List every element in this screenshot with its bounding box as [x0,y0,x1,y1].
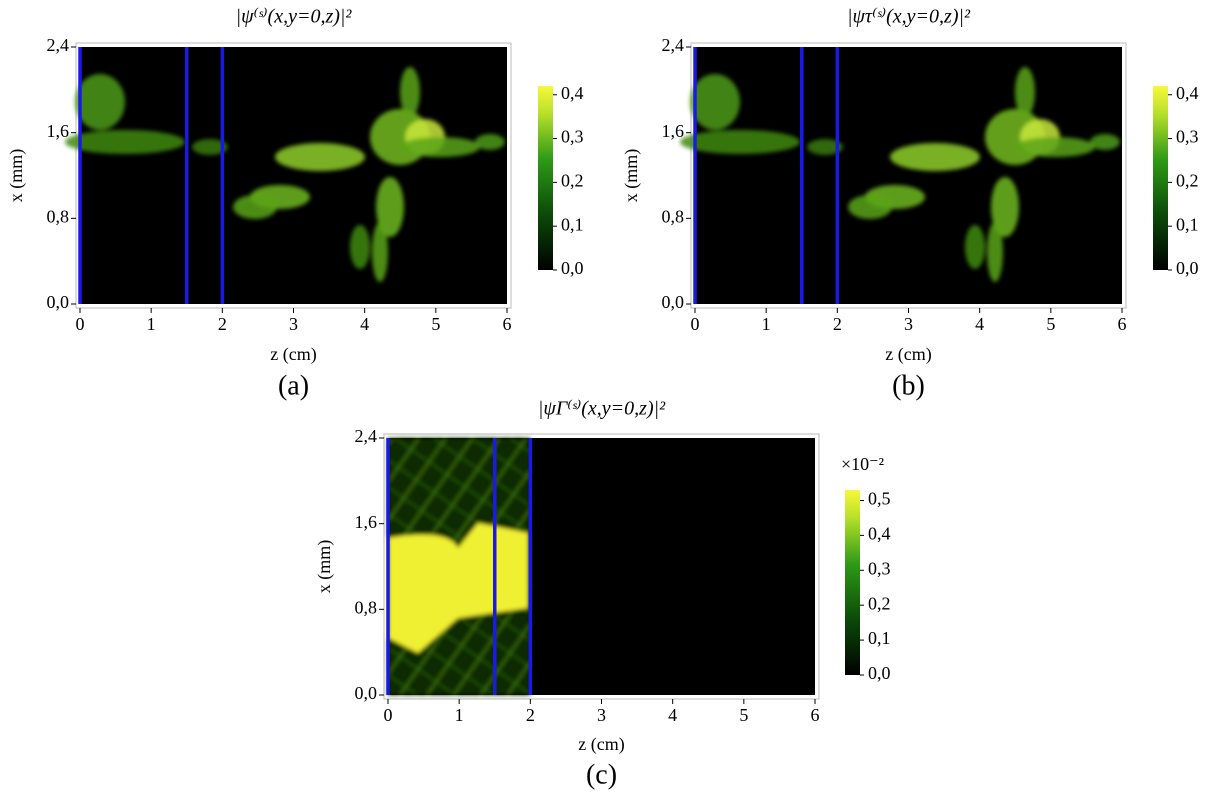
image-blob [1090,134,1120,150]
image-blob [233,195,277,219]
y-tick-label: 0,8 [662,206,685,226]
x-tick-label: 4 [360,314,369,334]
image-blob [690,74,740,130]
x-tick-label: 0 [76,314,85,334]
x-tick-label: 1 [455,705,464,725]
colorbar-tick-label: 0,5 [868,489,891,509]
y-tick-label: 2,4 [662,35,685,55]
colorbar-tick-label: 0,1 [561,214,584,234]
chart-title: |ψτ⁽ˢ⁾(x,y=0,z)|² [847,6,971,28]
colorbar-tick-label: 0,4 [868,524,891,544]
y-tick-label: 0,0 [47,292,70,312]
x-tick-label: 2 [833,314,842,334]
image-blob [807,139,843,155]
x-tick-label: 5 [431,314,440,334]
y-axis-label: x (mm) [621,149,642,203]
colorbar-tick-label: 0,1 [868,628,891,648]
heatmap-background [695,47,1122,304]
y-tick-label: 0,8 [355,597,378,617]
image-blob [890,143,980,171]
y-tick-label: 0,0 [662,292,685,312]
image-blob [1015,137,1095,157]
x-tick-label: 3 [904,314,913,334]
image-blob [987,222,1003,282]
x-tick-label: 4 [668,705,677,725]
y-tick-label: 2,4 [355,426,378,446]
colorbar-multiplier: ×10⁻² [841,454,884,474]
x-tick-label: 1 [147,314,156,334]
image-blob [475,134,505,150]
image-blob [75,74,125,130]
x-tick-label: 4 [975,314,984,334]
y-tick-label: 2,4 [47,35,70,55]
chart-title: |ψ⁽ˢ⁾(x,y=0,z)|² [236,6,353,28]
colorbar-tick-label: 0,0 [561,258,584,278]
panel-label: (b) [892,370,925,401]
image-blob [376,177,404,237]
colorbar [845,490,860,675]
x-tick-label: 2 [218,314,227,334]
x-tick-label: 5 [739,705,748,725]
colorbar-tick-label: 0,2 [1176,171,1199,191]
x-tick-label: 0 [384,705,393,725]
x-tick-label: 6 [1118,314,1127,334]
x-tick-label: 5 [1046,314,1055,334]
heatmap-background [80,47,507,304]
colorbar-tick-label: 0,2 [868,593,891,613]
x-tick-label: 6 [503,314,512,334]
image-blob [965,225,985,269]
panel-label: (a) [278,370,309,401]
colorbar-tick-label: 0,4 [561,83,584,103]
heatmap-image [65,67,505,282]
heatmap-image [388,438,531,695]
image-blob [991,177,1019,237]
image-blob [350,225,370,269]
image-blob [372,222,388,282]
chart-title: |ψΓ⁽ˢ⁾(x,y=0,z)|² [538,398,666,420]
y-tick-label: 0,8 [47,206,70,226]
y-tick-label: 1,6 [355,512,378,532]
image-blob [680,130,800,154]
image-blob [400,137,480,157]
x-tick-label: 0 [691,314,700,334]
y-axis-label: x (mm) [314,540,335,594]
image-blob [1015,67,1035,117]
colorbar [1153,86,1168,270]
colorbar [538,86,553,270]
x-tick-label: 3 [597,705,606,725]
colorbar-tick-label: 0,3 [1176,127,1199,147]
image-blob [275,143,365,171]
heatmap-image [680,67,1120,282]
x-axis-label: z (cm) [270,344,316,365]
colorbar-tick-label: 0,0 [868,663,891,683]
colorbar-tick-label: 0,3 [561,127,584,147]
image-blob [400,67,420,117]
y-tick-label: 1,6 [47,121,70,141]
colorbar-tick-label: 0,4 [1176,83,1199,103]
image-blob [192,139,228,155]
x-tick-label: 2 [526,705,535,725]
x-tick-label: 6 [811,705,820,725]
colorbar-tick-label: 0,3 [868,558,891,578]
y-tick-label: 1,6 [662,121,685,141]
x-tick-label: 3 [289,314,298,334]
colorbar-tick-label: 0,0 [1176,258,1199,278]
image-blob [848,195,892,219]
x-axis-label: z (cm) [885,344,931,365]
colorbar-tick-label: 0,1 [1176,214,1199,234]
y-axis-label: x (mm) [6,149,27,203]
colorbar-tick-label: 0,2 [561,171,584,191]
panel-label: (c) [586,759,617,790]
image-blob [65,130,185,154]
x-tick-label: 1 [762,314,771,334]
x-axis-label: z (cm) [578,734,624,755]
y-tick-label: 0,0 [355,683,378,703]
